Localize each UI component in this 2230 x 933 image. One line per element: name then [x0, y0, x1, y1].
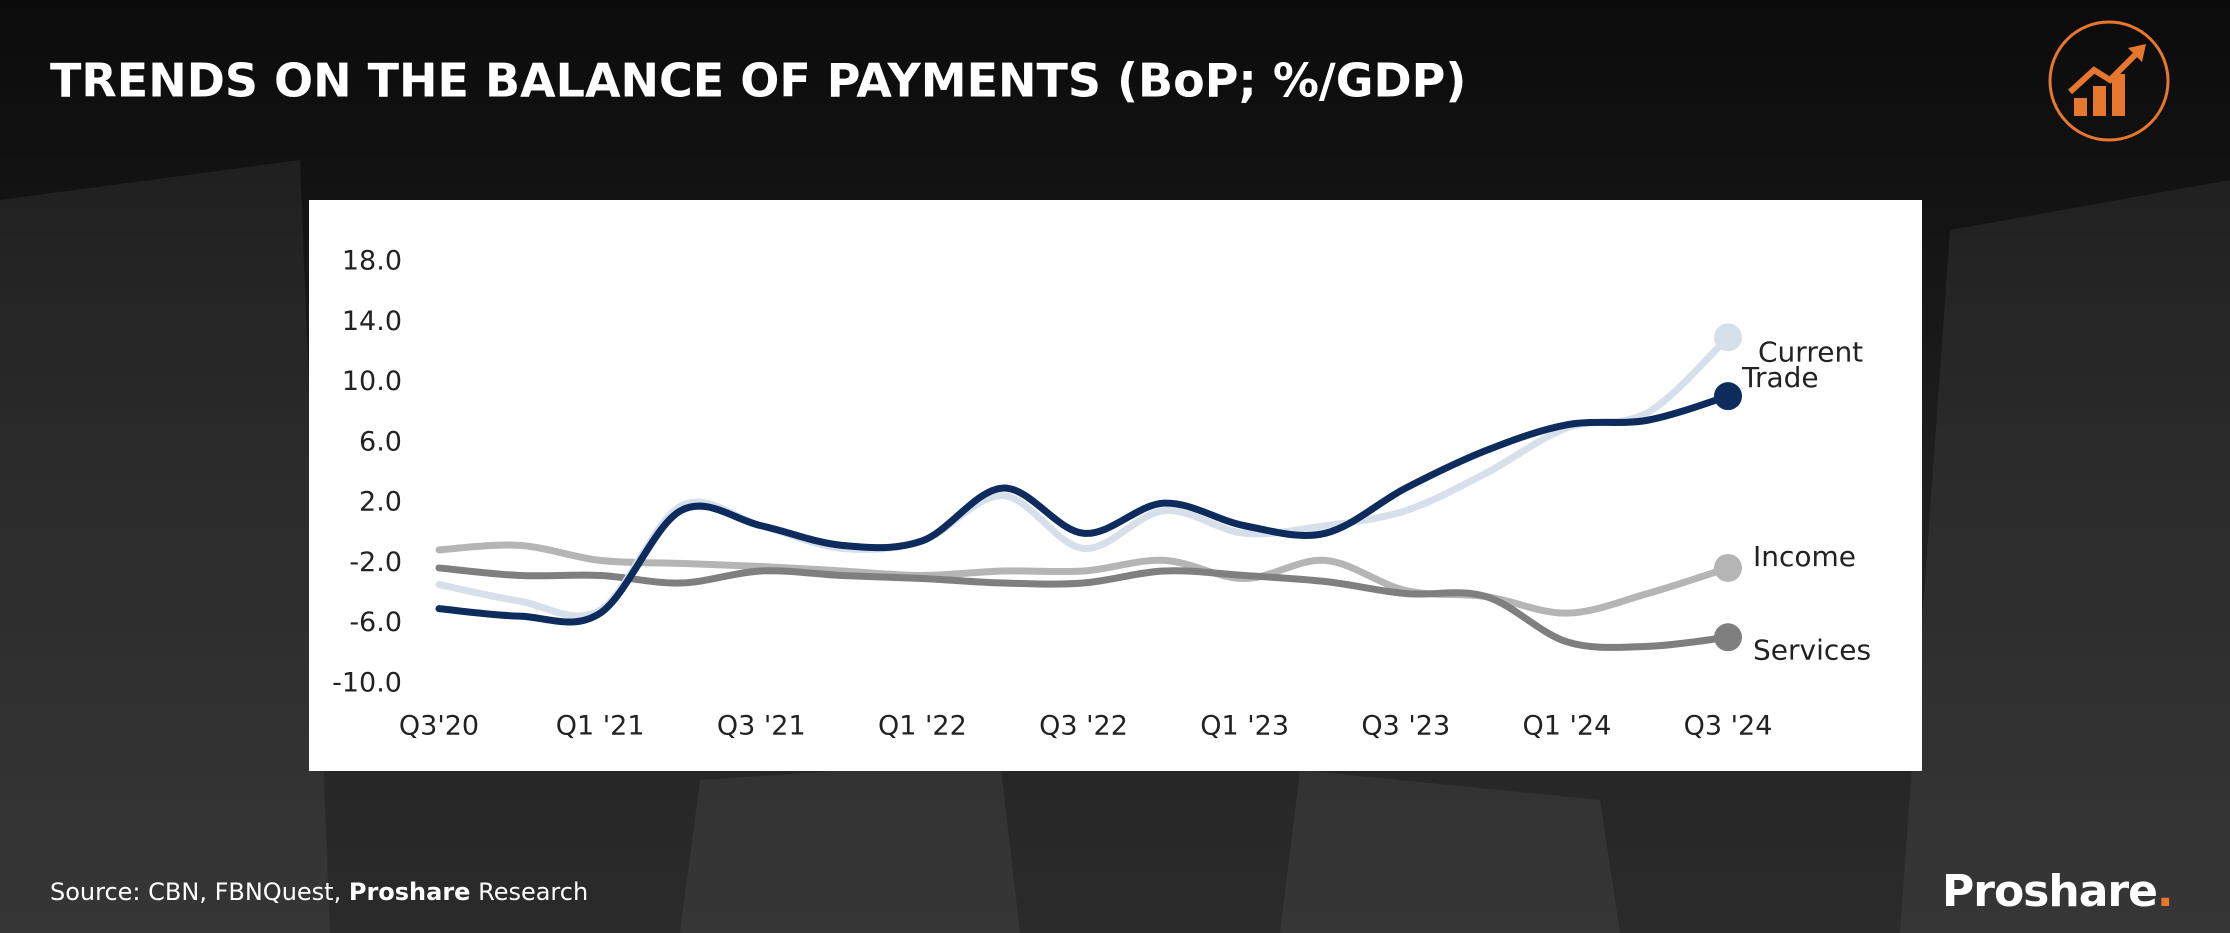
logo-icon [2048, 20, 2170, 142]
y-tick-label: 18.0 [342, 246, 402, 277]
end-marker [1714, 553, 1742, 582]
y-tick-label: -2.0 [349, 547, 402, 578]
x-tick-label: Q3'20 [399, 711, 479, 742]
source: Source: CBN, FBNQuest, Proshare Research [50, 878, 588, 906]
source-text: Research [478, 878, 589, 906]
y-tick-label: 10.0 [342, 366, 402, 397]
x-tick-label: Q3 '22 [1039, 711, 1128, 742]
x-tick-label: Q3 '21 [717, 711, 806, 742]
x-tick-label: Q3 '24 [1684, 711, 1773, 742]
brand-logo: Proshare. [1942, 866, 2174, 917]
x-tick-label: Q1 '24 [1522, 711, 1611, 742]
series-label: Services [1753, 633, 1871, 666]
series-label: Trade [1741, 361, 1819, 394]
x-tick-label: Q1 '23 [1200, 711, 1289, 742]
x-tick-label: Q1 '22 [878, 711, 967, 742]
y-tick-label: -6.0 [349, 607, 402, 638]
end-marker [1714, 623, 1742, 652]
y-tick-label: 14.0 [342, 306, 402, 337]
series-line [435, 392, 1732, 626]
end-marker [1714, 382, 1742, 411]
y-tick-label: -10.0 [332, 668, 402, 699]
end-marker [1714, 323, 1742, 352]
x-tick-label: Q3 '23 [1361, 711, 1450, 742]
source-bold: Proshare [348, 878, 471, 906]
brand-dot: . [2156, 866, 2174, 917]
title: TRENDS ON THE BALANCE OF PAYMENTS (BoP; … [50, 54, 1466, 108]
series-line [435, 564, 1732, 651]
x-tick-label: Q1 '21 [556, 711, 645, 742]
series-label: Income [1753, 540, 1856, 573]
series-label: Current [1758, 335, 1863, 368]
series-line [435, 541, 1732, 617]
brand-name: Proshare [1942, 866, 2158, 917]
y-tick-label: 6.0 [359, 426, 402, 457]
y-tick-label: 2.0 [359, 487, 402, 518]
background-buildings [0, 160, 2230, 933]
source-text: Source: CBN, FBNQuest, [50, 878, 342, 906]
chart-area [309, 200, 1922, 771]
